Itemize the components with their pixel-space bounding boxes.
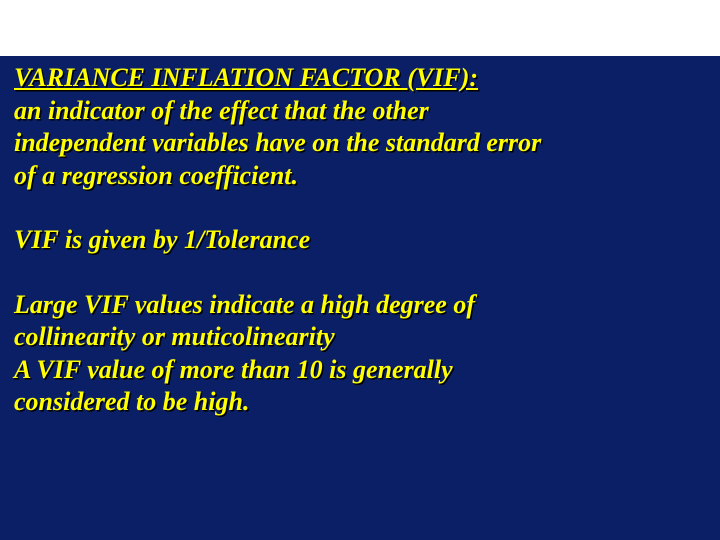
spacer (14, 257, 706, 289)
p1-l1: an indicator of the effect that the othe… (14, 95, 706, 128)
top-bar (0, 0, 720, 56)
title: VARIANCE INFLATION FACTOR (VIF): (14, 62, 706, 95)
p4-l2: considered to be high. (14, 386, 706, 419)
main-panel: VARIANCE INFLATION FACTOR (VIF): an indi… (0, 56, 720, 540)
slide: VARIANCE INFLATION FACTOR (VIF): an indi… (0, 0, 720, 540)
p4-l1: A VIF value of more than 10 is generally (14, 354, 706, 387)
p1-l3: of a regression coefficient. (14, 160, 706, 193)
spacer (14, 192, 706, 224)
p1-l2: independent variables have on the standa… (14, 127, 706, 160)
p2: VIF is given by 1/Tolerance (14, 224, 706, 257)
text-layer: VARIANCE INFLATION FACTOR (VIF): an indi… (14, 62, 706, 419)
p3-l2: collinearity or muticolinearity (14, 321, 706, 354)
p3-l1: Large VIF values indicate a high degree … (14, 289, 706, 322)
